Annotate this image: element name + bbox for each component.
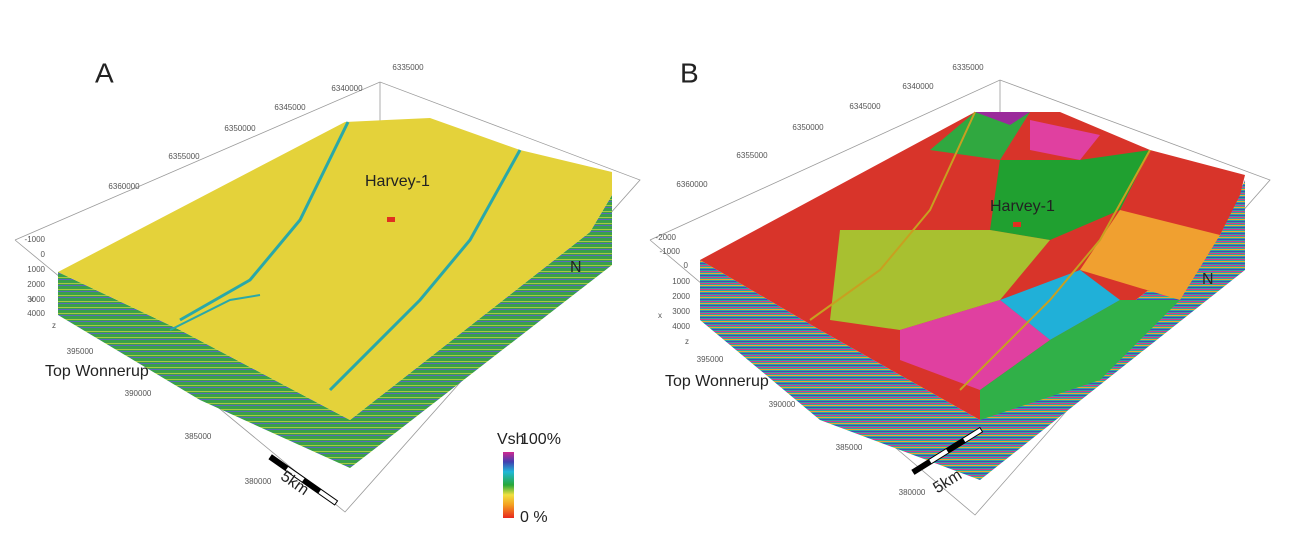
depth-tick-label: 1000	[672, 277, 690, 286]
figure: Vsh 100% 0 % A63350006340000634500063500…	[0, 0, 1292, 548]
north-arrow-label: N	[570, 259, 582, 276]
north-tick-label: 6355000	[736, 151, 768, 160]
north-tick-label: 6360000	[108, 182, 140, 191]
legend-max: 100%	[520, 431, 561, 448]
depth-tick-label: 4000	[27, 309, 45, 318]
depth-tick-label: 0	[684, 261, 689, 270]
depth-tick-label: 4000	[672, 322, 690, 331]
north-tick-label: 6355000	[168, 152, 200, 161]
colorbar	[503, 452, 514, 518]
depth-tick-label: -2000	[656, 233, 677, 242]
scale-label: 5km	[277, 468, 312, 499]
east-tick-label: 395000	[697, 355, 724, 364]
well-label: Harvey-1	[365, 173, 430, 190]
axis-letter: z	[52, 321, 56, 330]
east-tick-label: 380000	[899, 488, 926, 497]
east-tick-label: 395000	[67, 347, 94, 356]
depth-tick-label: 2000	[672, 292, 690, 301]
axis-letter: x	[30, 295, 34, 304]
legend-min: 0 %	[520, 509, 548, 526]
north-arrow-label: N	[1202, 271, 1214, 288]
north-tick-label: 6340000	[331, 84, 363, 93]
depth-tick-label: -1000	[25, 235, 46, 244]
panel-label: B	[680, 57, 699, 88]
east-tick-label: 385000	[185, 432, 212, 441]
well-label: Harvey-1	[990, 198, 1055, 215]
east-tick-label: 390000	[125, 389, 152, 398]
east-tick-label: 390000	[769, 400, 796, 409]
horizon-label: Top Wonnerup	[665, 373, 769, 390]
depth-tick-label: 0	[41, 250, 46, 259]
north-tick-label: 6350000	[224, 124, 256, 133]
panel-label: A	[95, 57, 114, 88]
east-tick-label: 380000	[245, 477, 272, 486]
north-tick-label: 6345000	[849, 102, 881, 111]
north-tick-label: 6335000	[952, 63, 984, 72]
well-marker	[387, 217, 395, 222]
axis-letter: x	[658, 311, 662, 320]
north-tick-label: 6335000	[392, 63, 424, 72]
depth-tick-label: 2000	[27, 280, 45, 289]
north-tick-label: 6345000	[274, 103, 306, 112]
model-b	[650, 80, 1270, 515]
horizon-label: Top Wonnerup	[45, 363, 149, 380]
north-tick-label: 6340000	[902, 82, 934, 91]
well-marker	[1013, 222, 1021, 227]
depth-tick-label: 3000	[672, 307, 690, 316]
north-tick-label: 6360000	[676, 180, 708, 189]
axis-letter: z	[685, 337, 689, 346]
north-tick-label: 6350000	[792, 123, 824, 132]
depth-tick-label: -1000	[660, 247, 681, 256]
depth-tick-label: 1000	[27, 265, 45, 274]
east-tick-label: 385000	[836, 443, 863, 452]
